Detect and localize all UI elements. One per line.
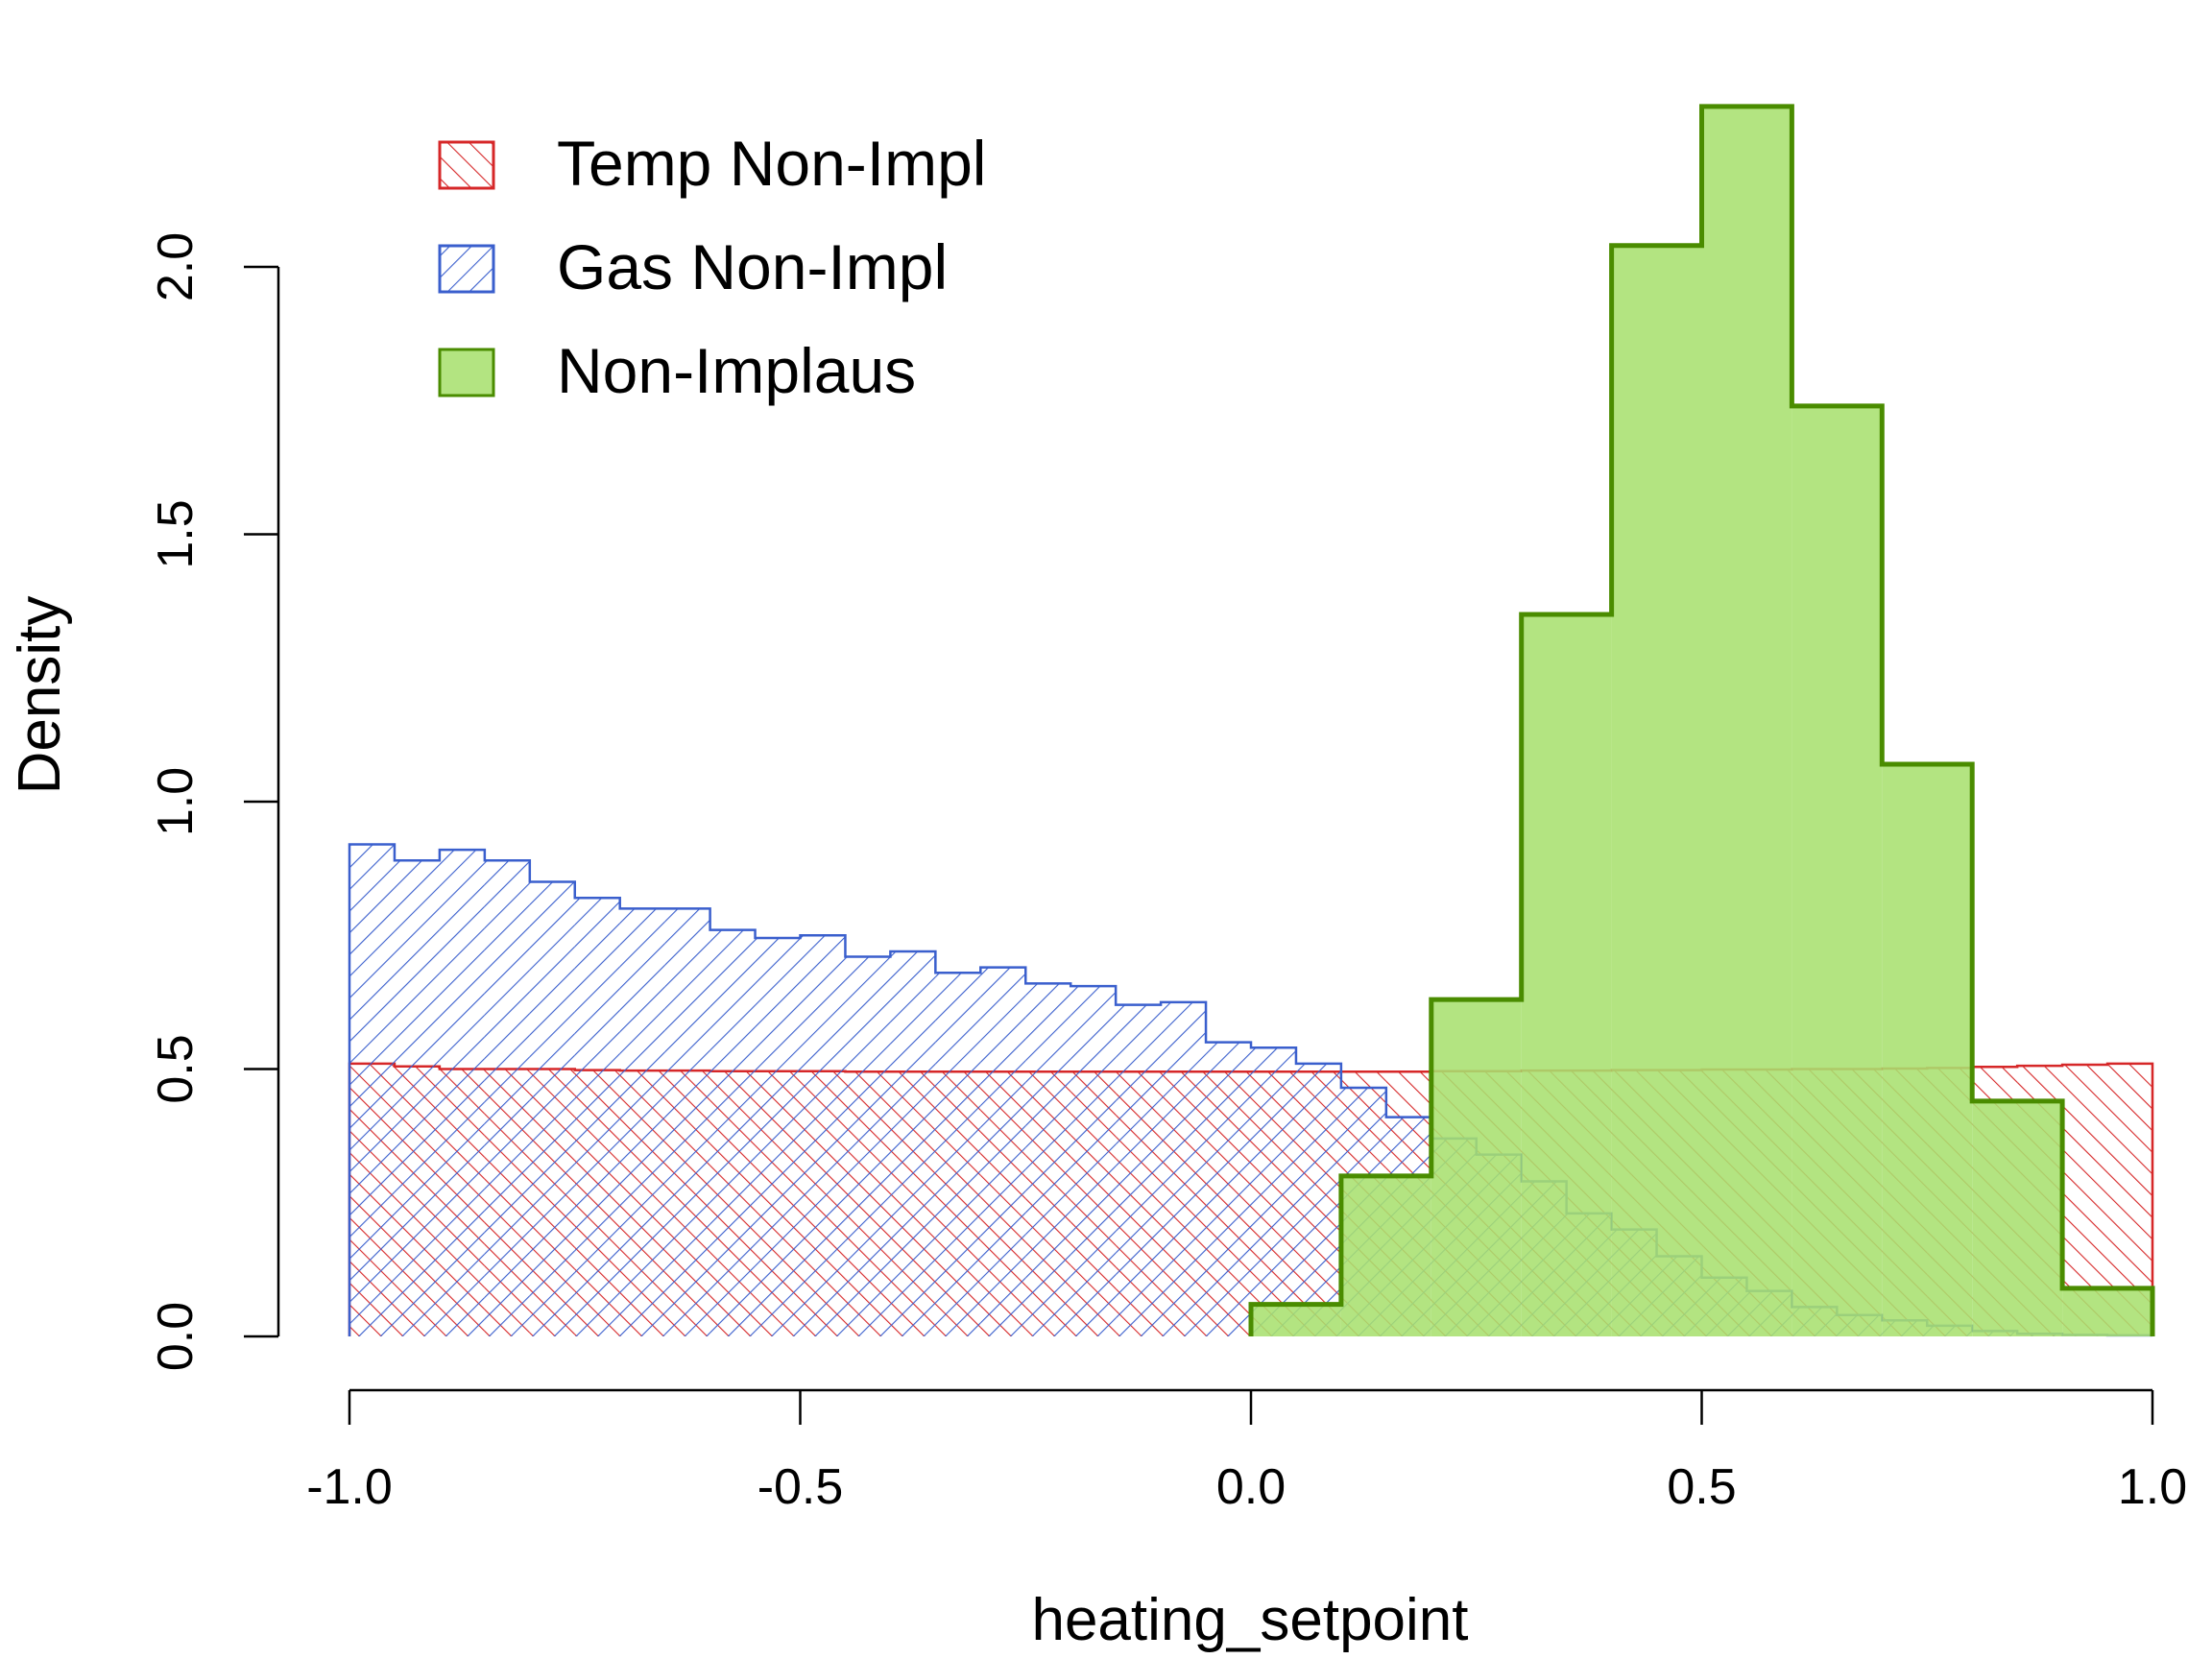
x-tick-label: 0.5 [1667, 1459, 1736, 1515]
bar [439, 850, 485, 1336]
legend-label: Temp Non-Impl [557, 128, 986, 199]
bar [664, 908, 710, 1336]
bar [1161, 1001, 1207, 1336]
bar [1791, 405, 1883, 1336]
bar [1116, 1004, 1162, 1336]
bar [1206, 1042, 1251, 1336]
legend-swatch [438, 244, 495, 294]
bar [1025, 983, 1071, 1336]
bar [1251, 1047, 1296, 1336]
bar [709, 929, 756, 1336]
legend-swatch [438, 140, 495, 190]
bar [890, 950, 936, 1336]
bar [755, 938, 801, 1336]
bar [574, 898, 620, 1336]
bar-outline [1248, 104, 2155, 1336]
bar [1295, 1063, 1341, 1336]
x-tick-label: -1.0 [306, 1459, 393, 1515]
x-tick-label: 0.0 [1216, 1459, 1286, 1515]
bar [1701, 106, 1792, 1336]
bar [529, 881, 575, 1336]
bar [1882, 764, 1973, 1336]
plot-area [348, 104, 2155, 1337]
bar [845, 956, 891, 1336]
legend-item: Non-Implaus [438, 335, 916, 406]
bar [1972, 1100, 2063, 1336]
axes: -1.0 -0.5 0.0 0.5 1.0 0.0 0.5 1.0 1.5 2.0 [148, 232, 2187, 1515]
bar [394, 860, 440, 1336]
y-tick-label: 2.0 [148, 232, 204, 301]
y-tick-label: 1.5 [148, 499, 204, 568]
bar [980, 967, 1026, 1336]
y-tick-label: 0.5 [148, 1034, 204, 1103]
bar [349, 844, 395, 1336]
legend-item: Gas Non-Impl [438, 231, 948, 302]
bar [1251, 1304, 1341, 1336]
bar [800, 935, 846, 1336]
y-tick-label: 0.0 [148, 1302, 204, 1371]
series-non-implaus [1248, 104, 2155, 1337]
bar [1431, 999, 1522, 1336]
legend-label: Non-Implaus [557, 335, 916, 406]
legend-swatch [438, 348, 495, 397]
bar [1070, 986, 1117, 1336]
legend: Temp Non-Impl Gas Non-Impl Non-Implaus [438, 128, 986, 406]
bar [484, 860, 530, 1336]
bar [619, 908, 665, 1336]
bar [1340, 1175, 1431, 1336]
legend-item: Temp Non-Impl [438, 128, 986, 199]
bar [935, 973, 981, 1336]
y-tick-label: 1.0 [148, 767, 204, 836]
bar [1611, 245, 1702, 1337]
legend-label: Gas Non-Impl [557, 231, 948, 302]
x-tick-label: -0.5 [757, 1459, 844, 1515]
x-tick-label: 1.0 [2118, 1459, 2187, 1515]
y-axis-label: Density [7, 596, 73, 795]
x-axis-label: heating_setpoint [1031, 1587, 1468, 1653]
bar [1521, 614, 1612, 1336]
bar [2062, 1287, 2152, 1336]
